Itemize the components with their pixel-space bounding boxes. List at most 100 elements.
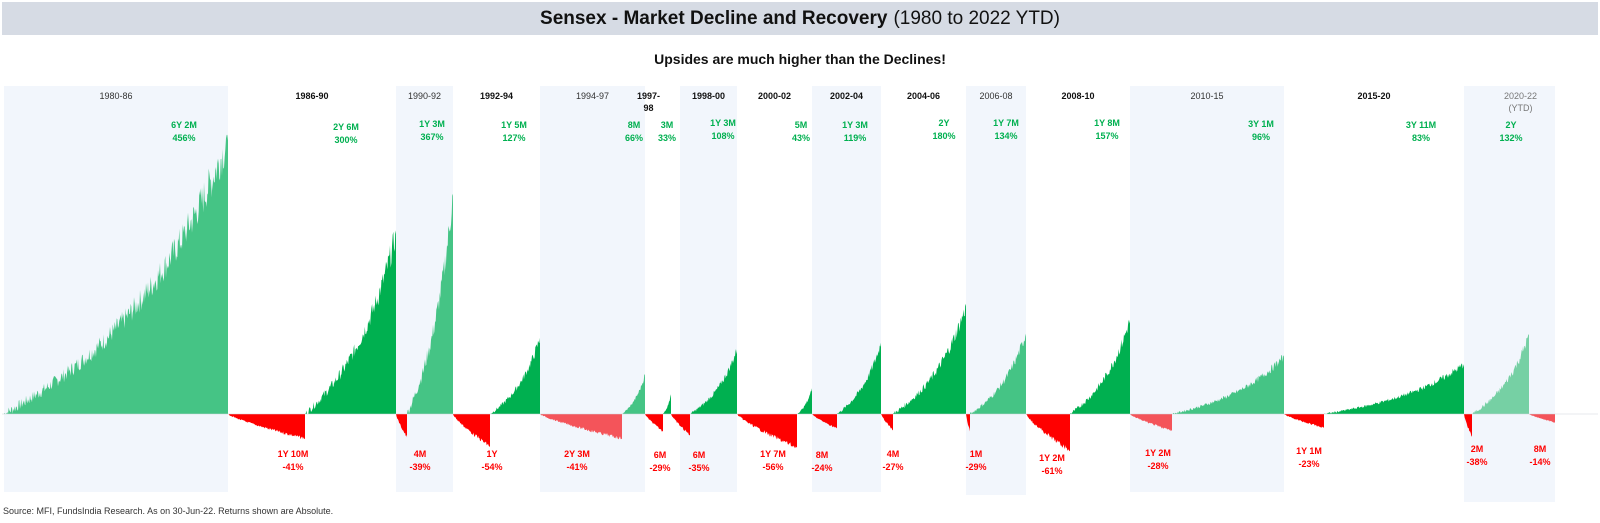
decline-duration-label: 1Y 1M — [1296, 446, 1322, 456]
decline-duration-label: 8M — [1534, 444, 1547, 454]
decline-area — [737, 414, 797, 449]
decline-return-label: -56% — [762, 462, 783, 472]
rally-return-label: 43% — [792, 133, 810, 143]
rally-duration-label: 2Y — [1505, 120, 1516, 130]
period-label: 2006-08 — [979, 91, 1012, 101]
rally-area — [4, 134, 228, 414]
decline-area — [645, 414, 663, 432]
rally-area — [663, 394, 671, 414]
rally-return-label: 108% — [711, 131, 734, 141]
rally-area — [1172, 355, 1284, 414]
decline-duration-label: 1Y 2M — [1145, 448, 1171, 458]
chart-subtitle: Upsides are much higher than the Decline… — [654, 51, 946, 67]
rally-duration-label: 5M — [795, 120, 808, 130]
rally-duration-label: 1Y 8M — [1094, 118, 1120, 128]
rally-return-label: 66% — [625, 133, 643, 143]
decline-area — [540, 414, 622, 440]
rally-return-label: 456% — [172, 133, 195, 143]
rally-duration-label: 8M — [628, 120, 641, 130]
decline-return-label: -23% — [1298, 459, 1319, 469]
period-label: 98 — [643, 103, 653, 113]
rally-duration-label: 1Y 3M — [842, 120, 868, 130]
period-bands: 1980-86 1986-90 1990-92 1992-94 1994-97 1997-… — [4, 86, 1555, 502]
rally-duration-label: 2Y 6M — [333, 122, 359, 132]
decline-area — [812, 414, 837, 429]
decline-duration-label: 8M — [816, 450, 829, 460]
period-label: 2008-10 — [1061, 91, 1094, 101]
decline-duration-label: 2Y 3M — [564, 449, 590, 459]
decline-return-label: -39% — [409, 462, 430, 472]
period-label: 2020-22 — [1504, 91, 1537, 101]
decline-return-label: -28% — [1147, 461, 1168, 471]
period-label: 1992-94 — [480, 91, 513, 101]
rally-duration-label: 6Y 2M — [171, 120, 197, 130]
rally-area — [490, 337, 540, 414]
period-label: 1997- — [637, 91, 660, 101]
rally-area — [837, 342, 881, 414]
rally-duration-label: 2Y — [938, 118, 949, 128]
rally-return-label: 367% — [420, 132, 443, 142]
rally-return-label: 127% — [502, 133, 525, 143]
rally-area — [407, 193, 453, 414]
rally-area — [305, 230, 396, 414]
period-label: 2010-15 — [1190, 91, 1223, 101]
rally-return-label: 83% — [1412, 133, 1430, 143]
decline-return-label: -29% — [649, 463, 670, 473]
rally-area — [797, 388, 812, 414]
rally-return-label: 180% — [932, 131, 955, 141]
decline-area — [1026, 414, 1070, 452]
period-band — [812, 86, 881, 492]
rally-return-label: 33% — [658, 133, 676, 143]
decline-area — [228, 414, 305, 440]
rally-area — [1070, 319, 1130, 414]
decline-return-label: -41% — [566, 462, 587, 472]
rally-area — [1324, 363, 1464, 414]
decline-return-label: -27% — [882, 462, 903, 472]
decline-area — [1529, 414, 1555, 423]
decline-duration-label: 1Y 2M — [1039, 453, 1065, 463]
rally-area — [622, 374, 645, 414]
rally-area — [690, 348, 737, 414]
period-label: 1986-90 — [295, 91, 328, 101]
rally-duration-label: 1Y 5M — [501, 120, 527, 130]
decline-duration-label: 6M — [693, 450, 706, 460]
decline-area — [396, 414, 407, 438]
source-note: Source: MFI, FundsIndia Research. As on … — [3, 506, 334, 516]
decline-area — [671, 414, 690, 436]
decline-area — [966, 414, 970, 432]
period-label: 2000-02 — [758, 91, 791, 101]
rally-area — [970, 333, 1026, 414]
rally-duration-label: 1Y 7M — [993, 118, 1019, 128]
decline-return-label: -54% — [481, 462, 502, 472]
rally-area — [893, 303, 966, 414]
rally-duration-label: 3Y 11M — [1406, 120, 1436, 130]
decline-duration-label: 4M — [414, 449, 427, 459]
rally-area — [1472, 334, 1529, 414]
rally-return-label: 300% — [334, 135, 357, 145]
decline-return-label: -24% — [811, 463, 832, 473]
decline-duration-label: 2M — [1471, 444, 1484, 454]
rally-duration-label: 3M — [661, 120, 674, 130]
decline-area — [453, 414, 490, 447]
chart-title: Sensex - Market Decline and Recovery — [540, 7, 888, 29]
decline-area — [1464, 414, 1472, 437]
decline-area — [1284, 414, 1324, 428]
rally-return-label: 96% — [1252, 132, 1270, 142]
rally-return-label: 157% — [1095, 131, 1118, 141]
decline-area — [1130, 414, 1172, 432]
period-label: 2004-06 — [907, 91, 940, 101]
rally-duration-label: 3Y 1M — [1248, 119, 1274, 129]
period-label: 2015-20 — [1357, 91, 1390, 101]
rally-return-label: 132% — [1499, 133, 1522, 143]
decline-duration-label: 1Y 10M — [278, 449, 309, 459]
decline-return-label: -61% — [1041, 466, 1062, 476]
period-label: 1990-92 — [408, 91, 441, 101]
rally-return-label: 119% — [844, 133, 867, 143]
period-label: (YTD) — [1509, 103, 1533, 113]
period-label: 2002-04 — [830, 91, 863, 101]
period-label: 1994-97 — [576, 91, 609, 101]
rally-return-label: 134% — [994, 131, 1017, 141]
decline-return-label: -38% — [1466, 457, 1487, 467]
rally-duration-label: 1Y 3M — [710, 118, 736, 128]
